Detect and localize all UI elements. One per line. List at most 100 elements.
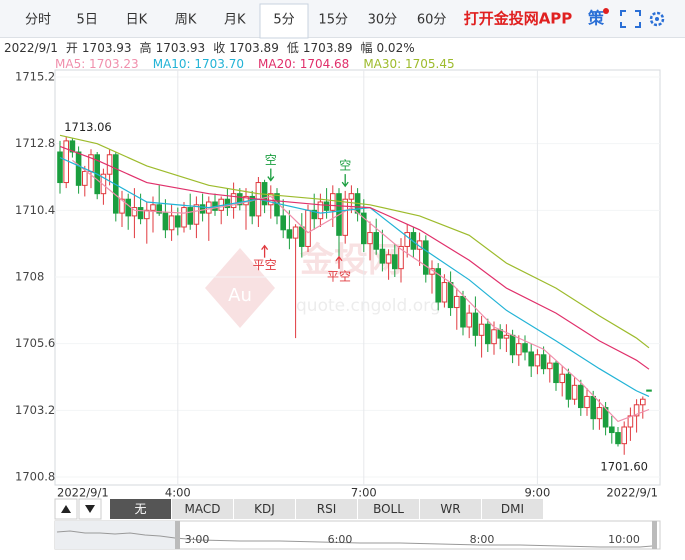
candle-body (522, 343, 528, 353)
gear (649, 11, 665, 27)
candle-body (627, 415, 634, 428)
navigator-label: 10:00 (608, 533, 640, 546)
candle-body (621, 426, 628, 445)
candle-body (571, 384, 578, 400)
indicator-tab[interactable]: KDJ (254, 502, 275, 516)
y-tick-label: 1712.8 (15, 136, 55, 150)
toolbar-bg (0, 0, 685, 38)
candle-body (615, 432, 621, 445)
candle-body (472, 312, 479, 336)
extreme-label: 1701.60 (600, 459, 648, 473)
candle-body (441, 282, 448, 303)
candle-body (584, 395, 590, 409)
legend-entry: MA20: 1704.68 (258, 57, 349, 71)
navigator-handle[interactable] (175, 521, 180, 549)
info-label: 收 (213, 41, 225, 55)
candle-body (435, 268, 441, 303)
signal-label: 平空 (327, 269, 351, 283)
candle-body (590, 395, 597, 420)
gear-center (655, 17, 659, 21)
indicator-tab[interactable]: WR (440, 502, 460, 516)
candle-body (633, 404, 640, 417)
navigator (54, 520, 661, 550)
candle-body (540, 354, 547, 370)
candle-body (230, 193, 237, 209)
ma-line (59, 145, 650, 370)
candle-body (398, 245, 404, 270)
candle-body (299, 226, 305, 247)
active-tab-bg (259, 3, 309, 39)
info-value: 0.02% (376, 41, 414, 55)
period-tab[interactable]: 5日 (77, 13, 98, 28)
candle-body (57, 151, 63, 184)
navigator-labels: 3:00 6:00 8:00 10:00 (185, 533, 640, 546)
indicator-tab-bg[interactable] (420, 499, 481, 519)
period-tab[interactable]: 30分 (368, 13, 398, 28)
candle-body (596, 407, 603, 420)
indicator-tab[interactable]: BOLL (373, 502, 404, 516)
signal-label: 空 (265, 153, 277, 167)
candle-body (646, 389, 652, 392)
candle-body (547, 362, 553, 370)
candle-body (156, 204, 162, 214)
fullscreen-icon[interactable] (620, 10, 641, 28)
app-link[interactable]: 打开金投网APP (464, 10, 573, 28)
x-tick-label: 2022/9/1 (57, 486, 109, 500)
navigator-label: 3:00 (185, 533, 210, 546)
navigator-handle[interactable] (652, 521, 657, 549)
period-tab[interactable]: 日K (126, 13, 148, 28)
indicator-tab[interactable]: MACD (185, 502, 221, 516)
legend-entry: MA30: 1705.45 (363, 57, 454, 71)
candle-body (367, 232, 373, 245)
signal-label: 空 (339, 159, 351, 173)
strategy-icon[interactable]: 策 (587, 9, 605, 28)
candle-body (75, 151, 82, 186)
navigator-unselected (55, 521, 177, 549)
indicator-tabs: 无 MACD KDJ RSI BOLL WR DMI (110, 499, 543, 519)
badge (603, 8, 609, 14)
candle-body (503, 334, 510, 339)
x-tick-label: 7:00 (351, 486, 377, 500)
signal-arrowhead (267, 176, 275, 182)
candle-body (516, 343, 522, 356)
candle-body (640, 398, 646, 406)
signal-label: 平空 (253, 258, 277, 272)
candle-body (423, 240, 429, 275)
info-line: 2022/9/1 开 1703.93 高 1703.93 收 1703.89 低 1703.89… (4, 40, 415, 55)
candle-body (100, 173, 107, 195)
y-tick-label: 1700.8 (15, 470, 55, 484)
legend-entry: MA5: 1703.23 (55, 57, 139, 71)
period-tab[interactable]: 月K (224, 13, 246, 28)
settings-icon[interactable] (649, 11, 665, 27)
x-tick-label: 2022/9/1 (606, 486, 658, 500)
indicator-tab-bg[interactable] (482, 499, 543, 519)
candle-body (249, 195, 255, 217)
indicator-tab[interactable]: DMI (501, 502, 524, 516)
candle-body (379, 248, 386, 264)
candle-body (137, 207, 144, 220)
indicator-tab[interactable]: 无 (134, 502, 146, 516)
period-tab[interactable]: 周K (175, 13, 197, 28)
period-tab[interactable]: 60分 (417, 13, 447, 28)
indicator-tab[interactable]: RSI (317, 502, 337, 516)
y-tick-label: 1715.2 (15, 70, 55, 84)
period-tab[interactable]: 15分 (318, 13, 348, 28)
candle-body (578, 384, 584, 409)
indicator-tab-bg[interactable] (172, 499, 233, 519)
indicator-tab-bg[interactable] (110, 499, 171, 519)
toolbar: 分时 5日 日K 周K 月K 5分 15分 30分 60分 (25, 3, 447, 39)
candle-body (119, 198, 125, 214)
indicator-tab-bg[interactable] (358, 499, 419, 519)
period-tab[interactable]: 分时 (25, 13, 51, 28)
candle-body (559, 373, 566, 384)
y-tick-label: 1708 (15, 270, 44, 284)
candle-body (534, 354, 541, 367)
indicator-tab-bg[interactable] (234, 499, 295, 519)
period-tab[interactable]: 5分 (273, 13, 294, 28)
candle-body (305, 209, 311, 247)
indicator-tab-bg[interactable] (296, 499, 357, 519)
candle-body (466, 312, 472, 328)
candle-body (460, 295, 466, 328)
